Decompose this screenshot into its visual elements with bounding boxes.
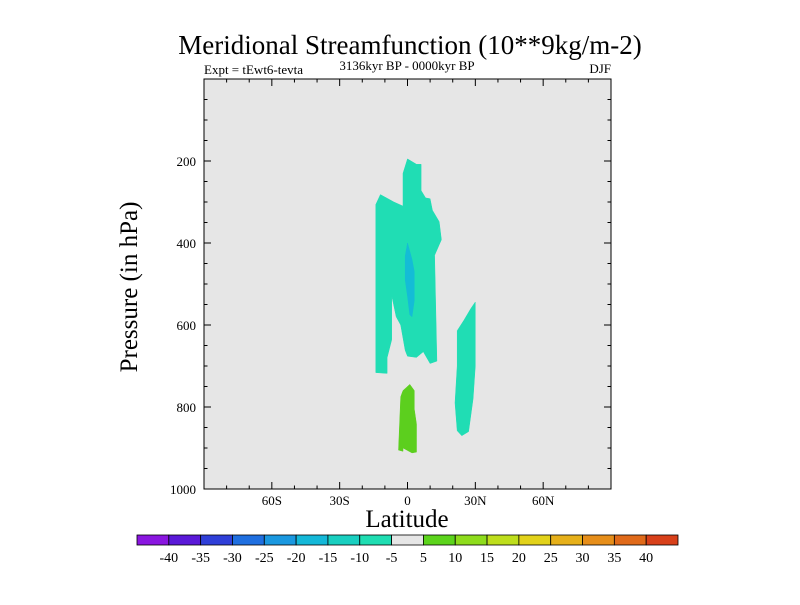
y-tick-label: 800 [177, 400, 197, 415]
chart-title: Meridional Streamfunction (10**9kg/m-2) [178, 30, 641, 60]
colorbar-label: 25 [544, 551, 558, 566]
colorbar-swatch [454, 534, 488, 546]
colorbar-swatch [518, 534, 552, 546]
colorbar: -40 -35 -30 -25 -20 -15 -10 -5 5 10 15 20 25 30 35 40 [136, 534, 679, 566]
plot-frame [203, 78, 612, 490]
colorbar-swatch [645, 534, 679, 546]
colorbar-swatch [582, 534, 615, 546]
colorbar-swatch [613, 534, 647, 546]
time-range-label: 3136kyr BP - 0000kyr BP [339, 58, 474, 73]
colorbar-swatch [295, 534, 329, 546]
colorbar-swatch [550, 534, 583, 546]
colorbar-swatch [327, 534, 361, 546]
colorbar-swatch [359, 534, 392, 546]
experiment-label: Expt = tEwt6-tevta [204, 62, 303, 77]
region-sh-cell-lower [454, 301, 476, 437]
colorbar-label: -40 [159, 551, 178, 566]
axis-ticks: 60S 30S 0 30N 60N 200 400 600 800 1000 [170, 79, 611, 508]
x-axis-title: Latitude [365, 506, 448, 533]
region-core [404, 242, 415, 318]
x-tick-label: 0 [404, 493, 411, 508]
colorbar-label: 40 [639, 551, 653, 566]
colorbar-swatch [232, 534, 265, 546]
colorbar-label: -5 [386, 551, 398, 566]
x-tick-label: 30S [330, 493, 350, 508]
colorbar-label: 20 [512, 551, 526, 566]
contour-regions [375, 158, 476, 454]
colorbar-swatch [168, 534, 202, 546]
colorbar-label: -15 [319, 551, 338, 566]
colorbar-swatch [263, 534, 297, 546]
colorbar-swatch [136, 534, 170, 546]
colorbar-label: 10 [448, 551, 462, 566]
colorbar-label: -30 [223, 551, 242, 566]
y-tick-label: 1000 [170, 482, 196, 497]
colorbar-label: -25 [255, 551, 274, 566]
colorbar-swatch [423, 534, 456, 546]
x-tick-label: 60N [532, 493, 555, 508]
x-tick-label: 30N [464, 493, 487, 508]
colorbar-label: -10 [350, 551, 369, 566]
colorbar-swatch [200, 534, 233, 546]
colorbar-swatch [486, 534, 520, 546]
y-tick-label: 200 [177, 154, 197, 169]
colorbar-label: 30 [576, 551, 590, 566]
colorbar-label: 15 [480, 551, 494, 566]
season-label: DJF [589, 61, 611, 76]
colorbar-swatch [391, 534, 424, 546]
x-tick-label: 60S [262, 493, 282, 508]
colorbar-label: -20 [287, 551, 306, 566]
y-tick-label: 400 [177, 236, 197, 251]
region-positive-lower [398, 384, 417, 454]
colorbar-label: 5 [420, 551, 427, 566]
colorbar-label: 35 [607, 551, 621, 566]
y-tick-label: 600 [177, 318, 197, 333]
y-axis-title: Pressure (in hPa) [116, 202, 143, 373]
colorbar-label: -35 [191, 551, 210, 566]
